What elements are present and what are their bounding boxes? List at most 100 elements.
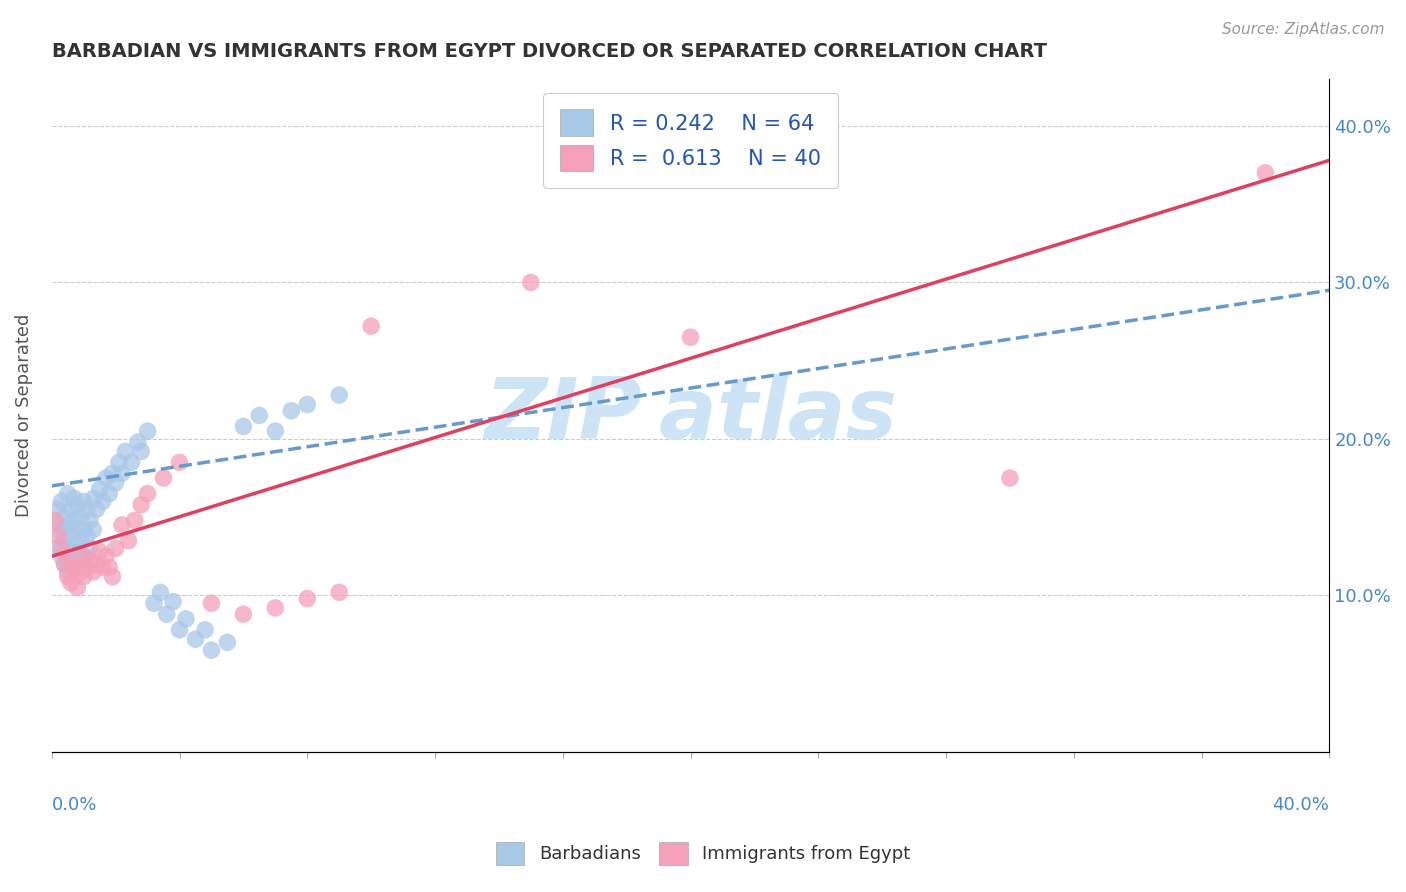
Point [53, 557, 76, 571]
Point [91, 560, 114, 574]
Point [73, 494, 96, 508]
Text: BARBADIAN VS IMMIGRANTS FROM EGYPT DIVORCED OR SEPARATED CORRELATION CHART: BARBADIAN VS IMMIGRANTS FROM EGYPT DIVOR… [52, 42, 1046, 61]
Point [297, 397, 319, 411]
Point [149, 585, 172, 599]
Point [328, 585, 350, 599]
Point [73, 569, 96, 583]
Point [66, 523, 89, 537]
Point [169, 455, 191, 469]
Point [63, 538, 86, 552]
Point [121, 455, 143, 469]
Point [136, 424, 159, 438]
Point [79, 513, 101, 527]
Point [91, 494, 114, 508]
Point [51, 494, 73, 508]
Point [129, 444, 152, 458]
Point [59, 575, 82, 590]
Point [56, 486, 79, 500]
Point [59, 549, 82, 564]
Point [63, 491, 86, 506]
Text: Source: ZipAtlas.com: Source: ZipAtlas.com [1222, 22, 1385, 37]
Point [520, 276, 543, 290]
Point [82, 523, 104, 537]
Point [169, 623, 191, 637]
Point [94, 549, 117, 564]
Point [156, 607, 179, 622]
Point [679, 330, 702, 344]
Point [111, 467, 134, 481]
Point [66, 581, 89, 595]
Legend: R = 0.242    N = 64, R =  0.613    N = 40: R = 0.242 N = 64, R = 0.613 N = 40 [543, 93, 838, 188]
Point [69, 510, 91, 524]
Point [194, 623, 217, 637]
Point [46, 502, 69, 516]
Point [66, 498, 89, 512]
Point [104, 541, 127, 556]
Point [108, 455, 131, 469]
Point [69, 533, 91, 548]
Point [51, 549, 73, 564]
Text: 0.0%: 0.0% [52, 796, 97, 814]
Point [98, 486, 121, 500]
Point [79, 541, 101, 556]
Point [142, 596, 165, 610]
Point [53, 510, 76, 524]
Point [73, 549, 96, 564]
Point [59, 525, 82, 540]
Point [127, 435, 149, 450]
Point [280, 403, 302, 417]
Point [51, 541, 73, 556]
Point [297, 591, 319, 606]
Text: ZIP atlas: ZIP atlas [484, 374, 897, 457]
Point [86, 502, 108, 516]
Point [184, 632, 207, 647]
Point [101, 467, 124, 481]
Point [129, 498, 152, 512]
Point [73, 549, 96, 564]
Point [328, 388, 350, 402]
Point [66, 560, 89, 574]
Point [89, 482, 111, 496]
Point [998, 471, 1021, 485]
Point [117, 533, 139, 548]
Point [51, 525, 73, 540]
Point [247, 409, 270, 423]
Point [174, 612, 197, 626]
Point [69, 565, 91, 579]
Point [56, 541, 79, 556]
Point [66, 544, 89, 558]
Point [162, 595, 184, 609]
Point [94, 471, 117, 485]
Point [63, 557, 86, 571]
Legend: Barbadians, Immigrants from Egypt: Barbadians, Immigrants from Egypt [486, 833, 920, 874]
Point [264, 601, 287, 615]
Point [200, 596, 222, 610]
Text: 40.0%: 40.0% [1272, 796, 1329, 814]
Point [53, 557, 76, 571]
Point [152, 471, 174, 485]
Point [53, 533, 76, 548]
Point [76, 560, 98, 574]
Point [136, 486, 159, 500]
Point [124, 513, 146, 527]
Point [264, 424, 287, 438]
Point [44, 513, 66, 527]
Point [200, 643, 222, 657]
Point [101, 569, 124, 583]
Point [44, 541, 66, 556]
Point [232, 607, 254, 622]
Point [111, 518, 134, 533]
Point [76, 529, 98, 543]
Point [86, 557, 108, 571]
Point [63, 513, 86, 527]
Point [360, 319, 382, 334]
Point [79, 554, 101, 568]
Point [217, 635, 239, 649]
Point [59, 502, 82, 516]
Point [46, 529, 69, 543]
Point [114, 444, 136, 458]
Point [82, 491, 104, 506]
Point [73, 523, 96, 537]
Point [56, 565, 79, 579]
Point [98, 560, 121, 574]
